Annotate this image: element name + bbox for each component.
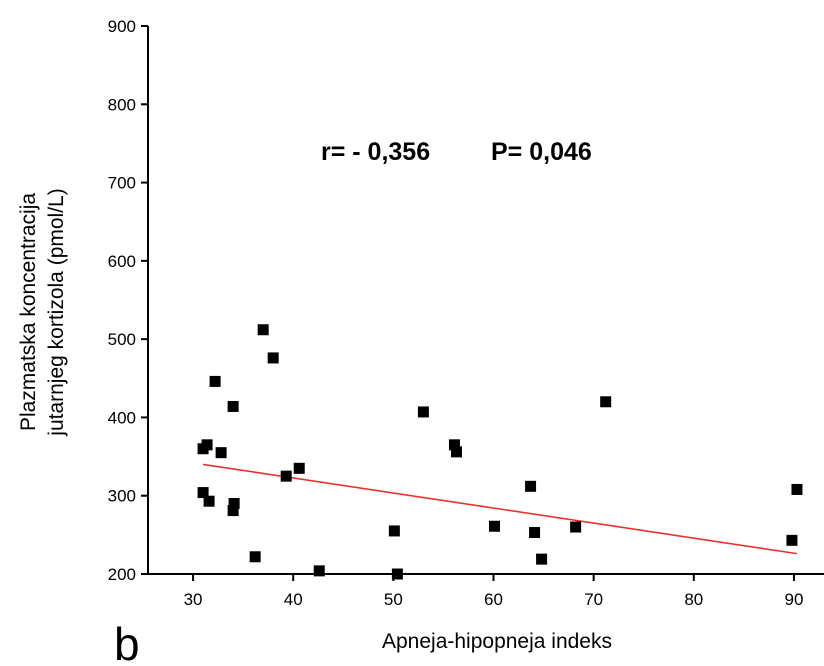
y-axis-title-line-2: jutarnjeg kortizola (pmol/L) xyxy=(45,188,68,436)
data-point xyxy=(257,324,269,336)
y-axis-ticks: 200 300 400 500 600 700 800 900 xyxy=(108,17,148,584)
data-point xyxy=(450,446,462,458)
y-tick-label: 600 xyxy=(108,252,136,271)
y-tick-label: 300 xyxy=(108,487,136,506)
x-axis-ticks: 30 40 50 60 70 80 90 xyxy=(184,574,803,609)
data-point xyxy=(417,406,429,418)
data-point xyxy=(489,520,501,532)
data-point xyxy=(600,396,612,408)
data-point xyxy=(529,527,541,539)
data-point xyxy=(448,439,460,451)
y-tick-label: 200 xyxy=(108,565,136,584)
y-tick-label: 800 xyxy=(108,95,136,114)
x-axis-title: Apneja-hipopneja indeks xyxy=(382,630,612,653)
data-point xyxy=(786,534,798,546)
data-point xyxy=(201,439,213,451)
y-tick-label: 900 xyxy=(108,17,136,36)
x-tick-label: 80 xyxy=(684,590,703,609)
data-point xyxy=(391,568,403,580)
data-point xyxy=(209,375,221,387)
data-point xyxy=(227,400,239,412)
data-point xyxy=(388,525,400,537)
x-tick-label: 70 xyxy=(584,590,603,609)
data-point xyxy=(215,447,227,459)
y-tick-label: 700 xyxy=(108,174,136,193)
data-point xyxy=(203,495,215,507)
axes xyxy=(147,26,824,575)
p-value-annotation: P= 0,046 xyxy=(491,138,592,166)
x-tick-label: 90 xyxy=(784,590,803,609)
data-point xyxy=(197,487,209,499)
x-tick-label: 30 xyxy=(184,590,203,609)
data-point xyxy=(536,553,548,565)
data-point xyxy=(280,470,292,482)
data-point xyxy=(570,521,582,533)
data-point xyxy=(228,498,240,510)
y-axis-title-line-1: Plazmatska koncentracija xyxy=(17,193,40,431)
x-tick-label: 60 xyxy=(484,590,503,609)
x-tick-label: 40 xyxy=(284,590,303,609)
data-point xyxy=(525,480,537,492)
x-tick-label: 50 xyxy=(384,590,403,609)
data-point xyxy=(249,551,261,563)
data-point xyxy=(791,483,803,495)
data-point xyxy=(313,565,325,577)
panel-label: b xyxy=(114,618,140,666)
y-tick-label: 400 xyxy=(108,408,136,427)
regression-line xyxy=(202,463,798,555)
data-point xyxy=(267,352,279,364)
data-point xyxy=(227,505,239,517)
data-points xyxy=(197,324,803,580)
correlation-annotation: r= - 0,356 xyxy=(321,138,430,166)
y-tick-label: 500 xyxy=(108,330,136,349)
data-point xyxy=(293,462,305,474)
